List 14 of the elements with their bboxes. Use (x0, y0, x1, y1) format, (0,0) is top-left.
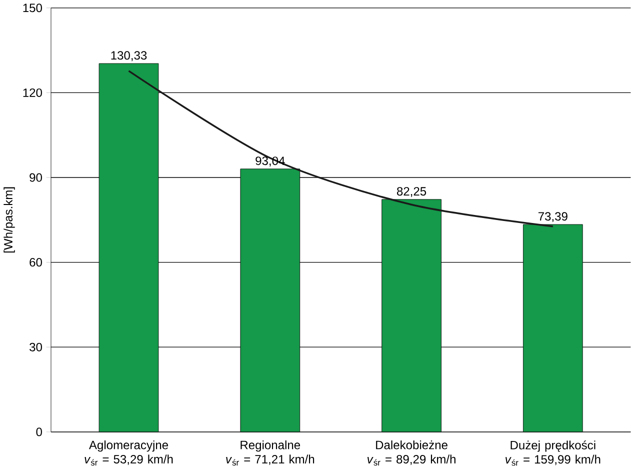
x-tick-label: Dalekobieżne v$_{śr}$ = 89,29 km/h (367, 440, 456, 466)
x-tick-label: Regionalne v$_{śr}$ = 71,21 km/h (226, 440, 314, 466)
data-label: 130,33 (111, 51, 147, 61)
y-tick-label: 0 (36, 427, 42, 436)
y-tick-label: 60 (30, 258, 42, 266)
y-tick-label: 30 (30, 342, 42, 352)
data-label: 82,25 (396, 186, 426, 197)
y-tick-label: 90 (30, 173, 42, 182)
x-tick-label: Dużej prędkości v$_{śr}$ = 159,99 km/h (506, 440, 600, 466)
y-tick-label: 150 (23, 3, 42, 12)
y-tick-label: 120 (23, 88, 42, 97)
x-tick-label: Aglomeracyjne v$_{śr}$ = 53,29 km/h (84, 440, 173, 466)
y-axis-title: [Wh/pas.km] (4, 187, 15, 252)
data-label: 73,39 (538, 212, 568, 222)
